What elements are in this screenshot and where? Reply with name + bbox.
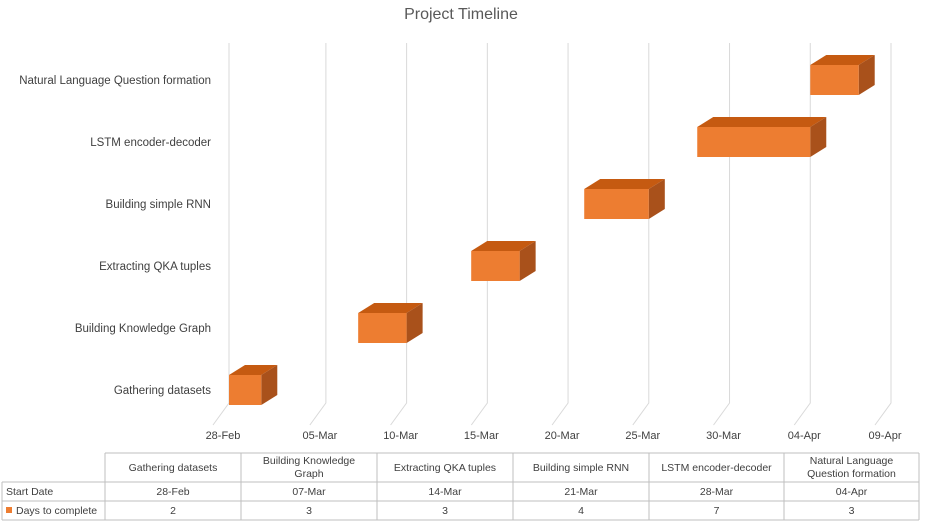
table-header-cell: LSTM encoder-decoder — [661, 462, 772, 474]
table-cell: 3 — [306, 505, 312, 517]
bars — [229, 55, 875, 405]
gridline — [470, 43, 488, 426]
gridline — [309, 43, 327, 426]
legend-swatch — [6, 507, 12, 513]
bar — [584, 179, 665, 219]
gridline — [212, 43, 230, 426]
bar-front-face — [358, 313, 407, 343]
bar-side-face — [519, 241, 536, 281]
table-row: Start Date 28-Feb 07-Mar 14-Mar 21-Mar 28-Mar… — [6, 486, 868, 498]
bar-top-face — [471, 241, 536, 251]
x-tick-label: 20-Mar — [545, 430, 580, 442]
x-tick-label: 30-Mar — [706, 430, 741, 442]
gridlines — [212, 43, 892, 426]
table-header-cell: Building Knowledge Graph — [263, 455, 355, 480]
bar-top-face — [584, 179, 665, 189]
x-tick-label: 04-Apr — [788, 430, 821, 442]
bar-side-face — [648, 179, 665, 219]
category-label: LSTM encoder-decoder — [90, 137, 211, 149]
table-row-label: Start Date — [6, 486, 53, 498]
gridline — [632, 43, 650, 426]
gridline — [793, 43, 811, 426]
x-tick-label: 15-Mar — [464, 430, 499, 442]
bar-side-face — [810, 117, 827, 157]
table-cell: 28-Feb — [156, 486, 189, 498]
table-header-cell: Building simple RNN — [533, 462, 629, 474]
table-header-cell: Natural Language Question formation — [807, 455, 896, 480]
category-label: Gathering datasets — [114, 385, 211, 397]
bar-side-face — [858, 55, 875, 95]
category-label: Building Knowledge Graph — [75, 323, 211, 335]
bar — [697, 117, 827, 157]
table-cell: 2 — [170, 505, 176, 517]
table-cell: 21-Mar — [564, 486, 598, 498]
table-cell: 4 — [578, 505, 584, 517]
bar-front-face — [584, 189, 649, 219]
x-tick-label: 05-Mar — [302, 430, 337, 442]
table-cell: 04-Apr — [836, 486, 868, 498]
bar-front-face — [229, 375, 262, 405]
bar-side-face — [261, 365, 278, 405]
bar — [810, 55, 875, 95]
bar-top-face — [229, 365, 278, 375]
x-tick-label: 28-Feb — [206, 430, 241, 442]
x-tick-label: 10-Mar — [383, 430, 418, 442]
gridline — [390, 43, 408, 426]
gridline — [874, 43, 892, 426]
category-label: Building simple RNN — [106, 199, 211, 211]
x-tick-label: 25-Mar — [625, 430, 660, 442]
table-row: Days to complete 2 3 3 4 7 3 — [6, 505, 855, 517]
bar — [358, 303, 423, 343]
x-tick-label: 09-Apr — [868, 430, 901, 442]
table-header-cell: Gathering datasets — [129, 462, 218, 474]
gridline — [713, 43, 731, 426]
category-labels: Gathering datasets Building Knowledge Gra… — [19, 75, 211, 397]
category-label: Natural Language Question formation — [19, 75, 211, 87]
table-cell: 28-Mar — [700, 486, 734, 498]
bar — [471, 241, 536, 281]
table-cell: 7 — [714, 505, 720, 517]
x-axis-tick-labels: 28-Feb 05-Mar 10-Mar 15-Mar 20-Mar 25-Mar 30-M… — [206, 430, 902, 442]
data-table: Gathering datasets Building Knowledge Grap… — [1, 452, 920, 521]
bar-side-face — [406, 303, 423, 343]
table-row-label: Days to complete — [16, 505, 97, 517]
gridline — [551, 43, 569, 426]
bar-front-face — [810, 65, 859, 95]
bar-top-face — [358, 303, 423, 313]
bar-top-face — [697, 117, 827, 127]
chart-title: Project Timeline — [404, 6, 518, 23]
bar-front-face — [697, 127, 811, 157]
category-label: Extracting QKA tuples — [99, 261, 211, 273]
bar — [229, 365, 278, 405]
bar-top-face — [810, 55, 875, 65]
table-cell: 07-Mar — [292, 486, 326, 498]
table-cell: 3 — [442, 505, 448, 517]
table-cell: 14-Mar — [428, 486, 462, 498]
table-header-cell: Extracting QKA tuples — [394, 462, 496, 474]
bar-front-face — [471, 251, 520, 281]
table-cell: 3 — [849, 505, 855, 517]
